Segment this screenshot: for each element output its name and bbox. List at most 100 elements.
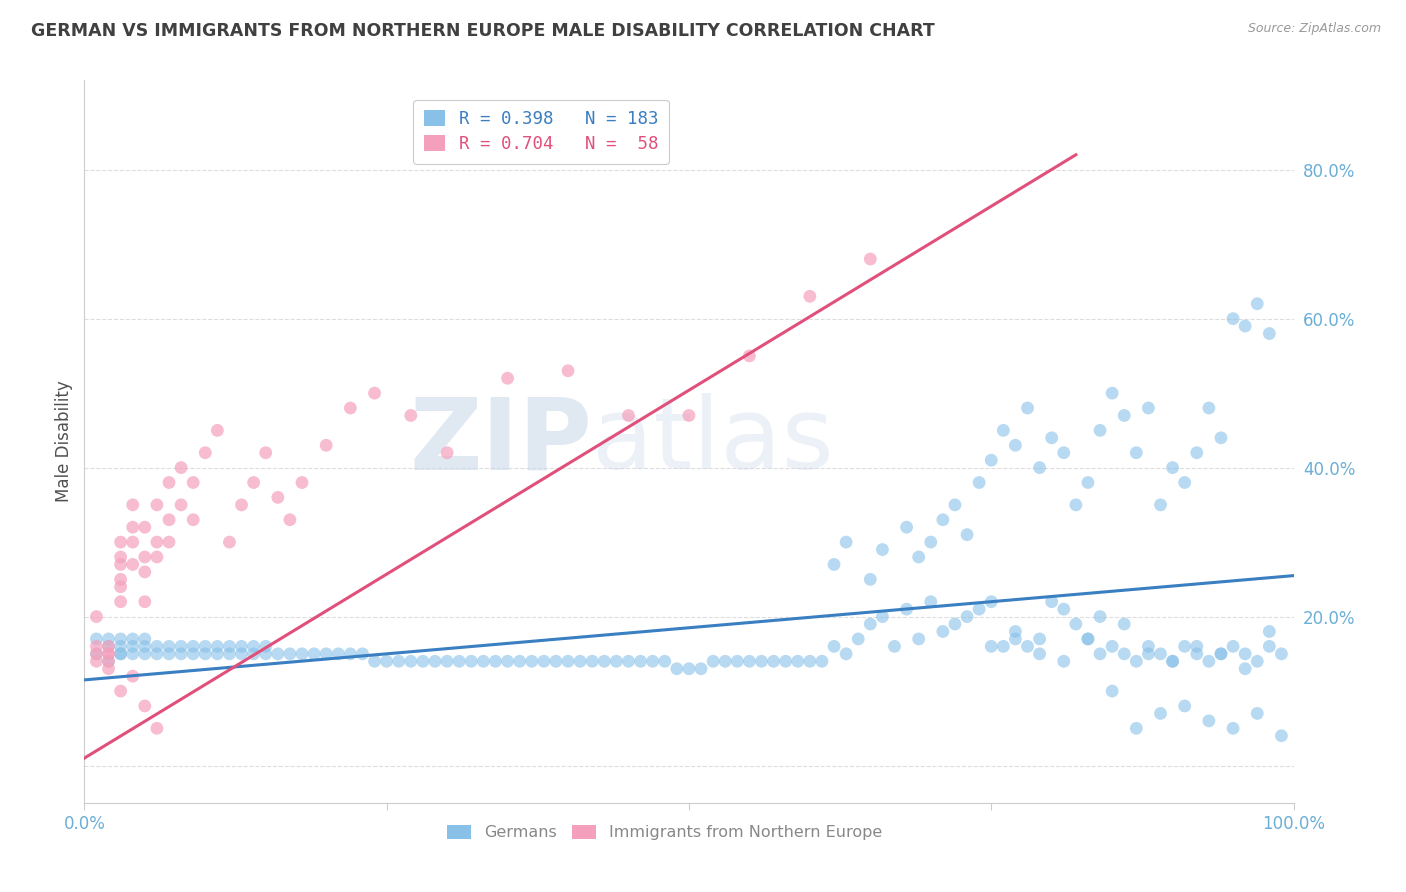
Point (557, 364, 579, 378)
Point (134, 647, 156, 661)
Point (157, 513, 180, 527)
Point (835, 535, 858, 549)
Point (1114, 647, 1136, 661)
Point (254, 446, 277, 460)
Point (170, 460, 193, 475)
Point (690, 662, 713, 676)
Point (231, 498, 253, 512)
Point (1125, 721, 1147, 735)
Point (110, 684, 132, 698)
Point (1137, 640, 1160, 654)
Point (242, 475, 264, 490)
Point (811, 654, 834, 668)
Point (278, 647, 301, 661)
Point (665, 662, 688, 676)
Point (1028, 632, 1050, 646)
Point (654, 654, 676, 668)
Point (859, 252, 882, 266)
Point (1125, 446, 1147, 460)
Point (859, 617, 882, 632)
Point (1258, 640, 1281, 654)
Point (146, 640, 169, 654)
Point (883, 640, 905, 654)
Point (1185, 647, 1208, 661)
Point (194, 647, 217, 661)
Point (181, 475, 204, 490)
Point (231, 647, 253, 661)
Point (799, 654, 821, 668)
Point (702, 654, 724, 668)
Point (194, 640, 217, 654)
Point (134, 640, 156, 654)
Point (339, 401, 361, 415)
Point (872, 542, 894, 557)
Point (1234, 647, 1257, 661)
Point (181, 640, 204, 654)
Text: Source: ZipAtlas.com: Source: ZipAtlas.com (1247, 22, 1381, 36)
Point (110, 549, 132, 564)
Point (1246, 706, 1268, 721)
Point (738, 349, 761, 363)
Point (110, 580, 132, 594)
Point (725, 654, 748, 668)
Point (207, 423, 229, 437)
Point (896, 520, 918, 534)
Text: atlas: atlas (592, 393, 834, 490)
Point (399, 654, 422, 668)
Point (97, 662, 120, 676)
Point (449, 654, 471, 668)
Point (157, 475, 180, 490)
Point (157, 647, 180, 661)
Point (1028, 647, 1050, 661)
Point (363, 386, 385, 401)
Point (315, 647, 337, 661)
Point (1077, 632, 1099, 646)
Point (97, 647, 120, 661)
Point (1088, 647, 1111, 661)
Point (267, 491, 290, 505)
Point (1246, 297, 1268, 311)
Point (1161, 654, 1184, 668)
Point (1161, 654, 1184, 668)
Point (97, 647, 120, 661)
Point (110, 640, 132, 654)
Text: GERMAN VS IMMIGRANTS FROM NORTHERN EUROPE MALE DISABILITY CORRELATION CHART: GERMAN VS IMMIGRANTS FROM NORTHERN EUROP… (31, 22, 935, 40)
Point (291, 475, 314, 490)
Point (86, 647, 108, 661)
Point (97, 654, 120, 668)
Point (920, 535, 942, 549)
Point (581, 654, 603, 668)
Point (412, 654, 434, 668)
Point (86, 640, 108, 654)
Point (267, 647, 290, 661)
Point (1028, 460, 1050, 475)
Point (121, 498, 143, 512)
Point (218, 647, 240, 661)
Point (1077, 632, 1099, 646)
Point (1064, 498, 1087, 512)
Point (943, 617, 966, 632)
Point (896, 602, 918, 616)
Point (993, 640, 1015, 654)
Point (1149, 706, 1171, 721)
Point (1234, 319, 1257, 334)
Point (1209, 431, 1232, 445)
Point (1209, 647, 1232, 661)
Point (472, 654, 495, 668)
Point (352, 647, 374, 661)
Point (86, 609, 108, 624)
Point (1234, 662, 1257, 676)
Point (907, 549, 929, 564)
Point (146, 549, 169, 564)
Point (86, 654, 108, 668)
Point (302, 647, 325, 661)
Point (423, 654, 446, 668)
Legend: Germans, Immigrants from Northern Europe: Germans, Immigrants from Northern Europe (440, 819, 889, 847)
Point (1161, 460, 1184, 475)
Point (339, 647, 361, 661)
Point (1185, 446, 1208, 460)
Point (134, 698, 156, 713)
Point (520, 654, 543, 668)
Point (1222, 311, 1244, 326)
Point (762, 654, 785, 668)
